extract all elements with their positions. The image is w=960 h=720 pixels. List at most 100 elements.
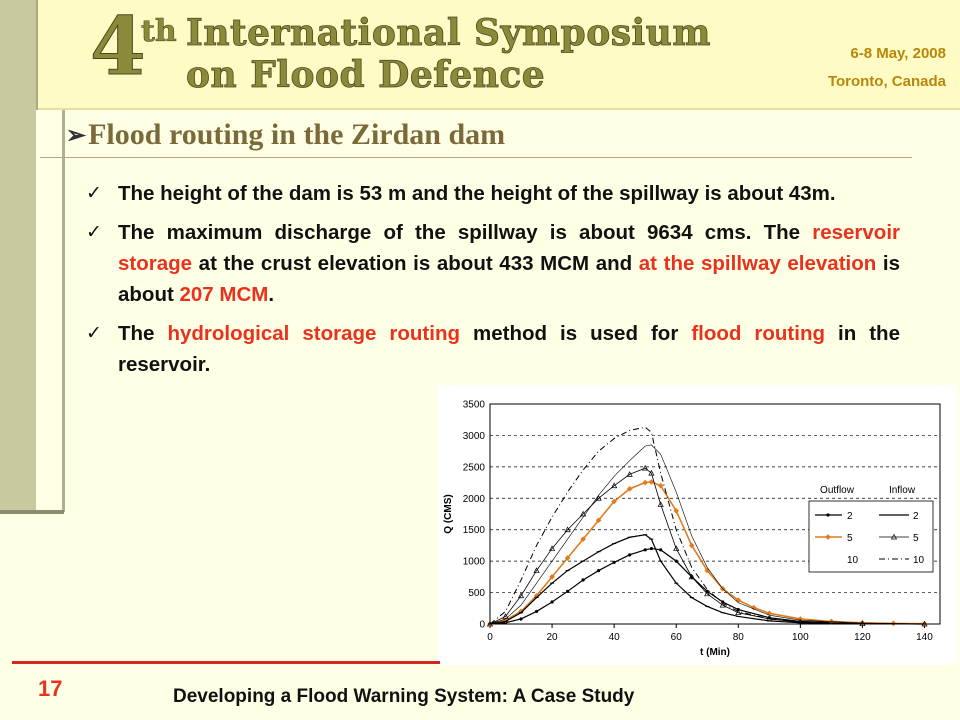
checkmark-icon: ✓	[86, 183, 102, 204]
data-point	[735, 609, 742, 616]
bullet-text: The maximum discharge of the spillway is…	[118, 221, 813, 244]
y-tick-label: 3000	[463, 431, 486, 442]
bullet-text: The	[118, 322, 168, 345]
data-point	[921, 620, 928, 627]
slide-title-text: Flood routing in the Zirdan dam	[88, 118, 506, 151]
legend-header: Outflow	[820, 485, 855, 496]
highlight-text: hydrological storage routing	[167, 322, 460, 345]
data-point	[580, 510, 587, 517]
footer-title: Developing a Flood Warning System: A Cas…	[173, 686, 635, 707]
x-tick-label: 20	[547, 632, 559, 643]
data-point	[673, 545, 680, 551]
bullet-item: ✓ The height of the dam is 53 m and the h…	[86, 178, 900, 209]
decor-shadow	[0, 510, 64, 514]
bullet-text: .	[268, 283, 275, 306]
series-line	[489, 467, 925, 625]
data-point	[890, 533, 898, 540]
data-point	[581, 578, 585, 582]
data-point	[597, 568, 601, 573]
data-point	[548, 545, 556, 551]
arrow-bullet-icon: ➢	[66, 122, 87, 149]
x-tick-label: 60	[671, 632, 683, 643]
data-point	[648, 479, 655, 485]
inner-decor-bar	[36, 110, 65, 512]
data-point	[825, 534, 831, 540]
slide-title: ➢ Flood routing in the Zirdan dam	[66, 118, 505, 152]
banner-location: Toronto, Canada	[827, 73, 946, 90]
bullet-list: ✓ The height of the dam is 53 m and the h…	[86, 178, 900, 388]
bullet-text: The height of the dam is 53 m and the he…	[118, 182, 836, 205]
legend-label: 10	[847, 555, 859, 566]
y-tick-label: 500	[468, 588, 485, 599]
banner-ordinal-suffix: th	[141, 14, 177, 50]
data-point	[648, 469, 655, 476]
y-tick-label: 1000	[463, 557, 486, 568]
highlight-text: 207 MCM	[179, 283, 269, 306]
y-tick-label: 3500	[463, 400, 486, 411]
bullet-text: method is used for	[459, 322, 692, 345]
highlight-text: reservoir storage	[118, 221, 900, 275]
footer-divider	[12, 661, 440, 664]
data-point	[628, 553, 632, 557]
data-point	[611, 498, 617, 505]
data-point	[502, 613, 509, 619]
bullet-item: ✓ The hydrological storage routing method…	[86, 318, 900, 380]
bullet-text: at the crust elevation is about 433 MCM …	[192, 252, 639, 275]
checkmark-icon: ✓	[86, 222, 102, 243]
data-point	[642, 479, 649, 486]
legend-header: Inflow	[889, 485, 916, 496]
legend-label: 10	[913, 555, 925, 566]
hydrograph-chart: 0 500 1000 1500 2000 2500 3000 3500 0 20 40 60 80 100…	[437, 385, 957, 665]
symposium-banner: 4 th International Symposium on Flood De…	[38, 0, 960, 110]
title-divider	[40, 157, 912, 158]
data-point	[565, 589, 570, 593]
bullet-text: is about	[118, 252, 900, 306]
highlight-text: at the spillway elevation	[638, 252, 877, 275]
x-tick-label: 0	[487, 632, 493, 643]
data-point	[642, 464, 649, 471]
y-tick-label: 2500	[463, 462, 486, 473]
x-tick-label: 100	[792, 632, 809, 643]
data-point	[519, 617, 523, 621]
data-point	[826, 513, 830, 517]
banner-title: International Symposium on Flood Defence	[186, 12, 711, 97]
legend-label: 5	[913, 533, 919, 544]
banner-date: 6-8 May, 2008	[850, 45, 946, 62]
legend-label: 5	[847, 533, 853, 544]
y-axis-label: Q (CMS)	[443, 494, 454, 533]
banner-title-line1: International Symposium	[186, 12, 711, 55]
checkmark-icon: ✓	[86, 323, 102, 344]
bullet-item: ✓ The maximum discharge of the spillway i…	[86, 217, 900, 310]
data-point	[659, 548, 663, 552]
data-point	[564, 526, 571, 533]
series-line	[489, 444, 925, 625]
data-point	[649, 546, 653, 551]
series-line	[489, 426, 925, 625]
chart-svg: 0 500 1000 1500 2000 2500 3000 3500 0 20 40 60 80 100…	[443, 400, 941, 658]
x-tick-label: 120	[854, 632, 871, 643]
data-point	[626, 471, 633, 477]
legend-label: 2	[847, 511, 853, 522]
banner-date-block: 6-8 May, 2008 Toronto, Canada	[828, 40, 946, 96]
data-point	[643, 548, 647, 552]
banner-ordinal: 4	[90, 0, 147, 93]
data-point	[486, 620, 494, 627]
highlight-text: flood routing	[691, 322, 825, 345]
page-number: 17	[38, 676, 63, 701]
data-point	[550, 600, 554, 604]
x-tick-label: 40	[609, 632, 621, 643]
series-line	[489, 547, 925, 625]
legend-label: 2	[913, 511, 919, 522]
data-point	[750, 604, 757, 611]
data-point	[688, 573, 695, 580]
y-tick-label: 2000	[463, 494, 486, 505]
series-line	[489, 534, 925, 625]
left-decor-bar	[0, 0, 38, 512]
banner-title-line2: on Flood Defence	[186, 54, 546, 97]
bullet-text: in the reservoir.	[118, 322, 900, 376]
data-point	[674, 559, 678, 563]
y-tick-label: 1500	[463, 525, 486, 536]
data-point	[580, 536, 586, 542]
data-point	[595, 495, 602, 501]
x-axis-label: t (Min)	[700, 647, 730, 658]
